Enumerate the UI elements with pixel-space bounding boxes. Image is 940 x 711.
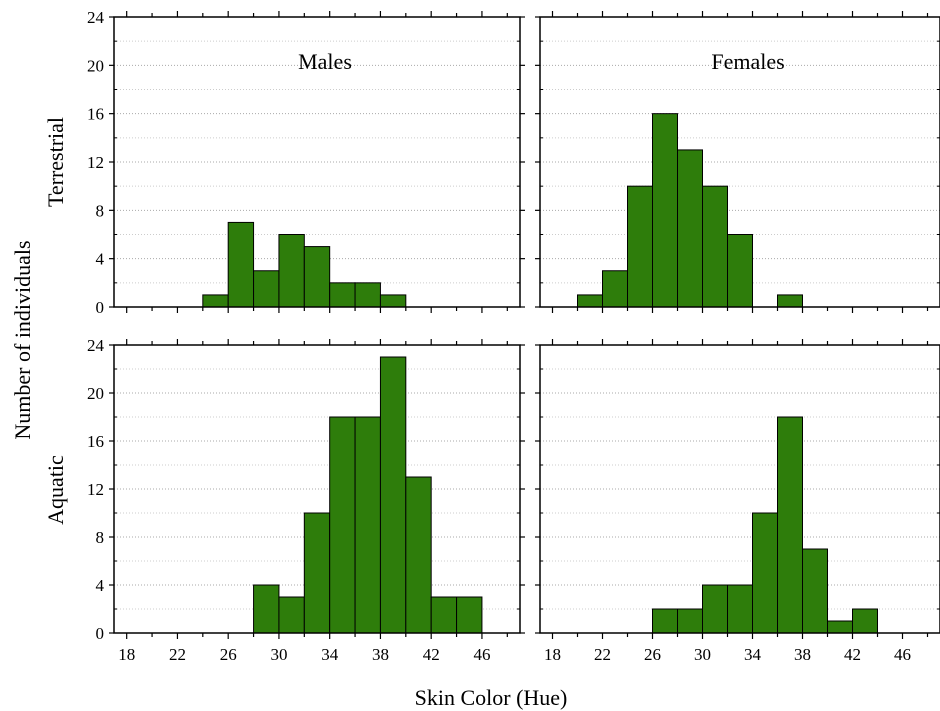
x-tick-label: 38 bbox=[372, 645, 389, 664]
x-tick-label: 26 bbox=[644, 645, 661, 664]
y-tick-label: 12 bbox=[87, 153, 104, 172]
histogram-bar bbox=[379, 356, 407, 634]
histogram-bar bbox=[329, 416, 356, 634]
panel-aquatic-males: 0 4 8 12 16 20 24 18 22 26 30 34 38 42 46 bbox=[87, 336, 525, 664]
histogram-bar bbox=[602, 270, 628, 308]
histogram-bar bbox=[677, 608, 703, 634]
histogram-bar bbox=[627, 185, 653, 308]
x-tick-label: 22 bbox=[169, 645, 186, 664]
histogram-bar bbox=[677, 149, 703, 308]
panels-layer: 0 4 8 12 16 20 24 Males Females 0 4 8 12 16 20 24 18 22 26… bbox=[87, 8, 940, 664]
row-label-aquatic: Aquatic bbox=[43, 455, 68, 525]
x-tick-label: 18 bbox=[544, 645, 561, 664]
y-axis-title: Number of individuals bbox=[10, 240, 35, 439]
panel-title: Females bbox=[711, 49, 784, 74]
x-tick-label: 26 bbox=[220, 645, 237, 664]
panel-terrestrial-males: 0 4 8 12 16 20 24 Males bbox=[87, 8, 525, 317]
panel-title: Males bbox=[298, 49, 352, 74]
histogram-bar bbox=[227, 221, 255, 308]
y-tick-label: 16 bbox=[87, 105, 104, 124]
y-tick-label: 8 bbox=[96, 201, 105, 220]
histogram-bar bbox=[777, 294, 803, 308]
y-tick-label: 20 bbox=[87, 56, 104, 75]
x-tick-label: 22 bbox=[594, 645, 611, 664]
panel-aquatic-females: 18 22 26 30 34 38 42 46 bbox=[535, 339, 940, 664]
histogram-bar bbox=[405, 476, 432, 634]
y-tick-label: 12 bbox=[87, 480, 104, 499]
histogram-bar bbox=[379, 294, 407, 308]
x-tick-label: 42 bbox=[423, 645, 440, 664]
histogram-bar bbox=[456, 596, 483, 634]
histogram-bar bbox=[202, 294, 229, 308]
histogram-bar bbox=[253, 584, 280, 634]
y-tick-label: 8 bbox=[96, 528, 105, 547]
x-tick-label: 38 bbox=[794, 645, 811, 664]
histogram-bar bbox=[303, 512, 331, 634]
x-tick-label: 46 bbox=[894, 645, 911, 664]
y-tick-label: 24 bbox=[87, 336, 105, 355]
x-tick-label: 34 bbox=[321, 645, 339, 664]
y-tick-label: 0 bbox=[96, 298, 105, 317]
y-tick-label: 24 bbox=[87, 8, 105, 27]
histogram-bar bbox=[430, 596, 458, 634]
y-tick-label: 20 bbox=[87, 384, 104, 403]
x-tick-label: 18 bbox=[118, 645, 135, 664]
y-tick-label: 16 bbox=[87, 432, 104, 451]
y-tick-label: 4 bbox=[96, 250, 105, 269]
histogram-bar bbox=[278, 596, 305, 634]
histogram-bar bbox=[777, 416, 803, 634]
x-tick-label: 30 bbox=[270, 645, 287, 664]
x-axis-title: Skin Color (Hue) bbox=[415, 685, 568, 710]
histogram-bar bbox=[727, 234, 753, 308]
histogram-bar bbox=[303, 246, 331, 308]
histogram-bar bbox=[652, 113, 678, 308]
histogram-bar bbox=[802, 548, 828, 634]
histogram-bar bbox=[329, 282, 356, 308]
x-tick-label: 30 bbox=[694, 645, 711, 664]
histogram-bar bbox=[278, 234, 305, 308]
panel-terrestrial-females: Females bbox=[535, 11, 940, 313]
histogram-bar bbox=[577, 294, 603, 308]
histogram-bar bbox=[727, 584, 753, 634]
histogram-bar bbox=[827, 620, 853, 634]
x-tick-label: 42 bbox=[844, 645, 861, 664]
histogram-bar bbox=[354, 416, 381, 634]
row-label-terrestrial: Terrestrial bbox=[43, 117, 68, 207]
y-tick-label: 0 bbox=[96, 624, 105, 643]
y-tick-label: 4 bbox=[96, 576, 105, 595]
histogram-bar bbox=[652, 608, 678, 634]
histogram-bar bbox=[354, 282, 381, 308]
histogram-bar bbox=[752, 512, 778, 634]
histogram-bar bbox=[253, 270, 280, 308]
histogram-bar bbox=[702, 185, 728, 308]
x-tick-label: 46 bbox=[473, 645, 490, 664]
histogram-bar bbox=[852, 608, 878, 634]
x-tick-label: 34 bbox=[744, 645, 762, 664]
histogram-bar bbox=[702, 584, 728, 634]
